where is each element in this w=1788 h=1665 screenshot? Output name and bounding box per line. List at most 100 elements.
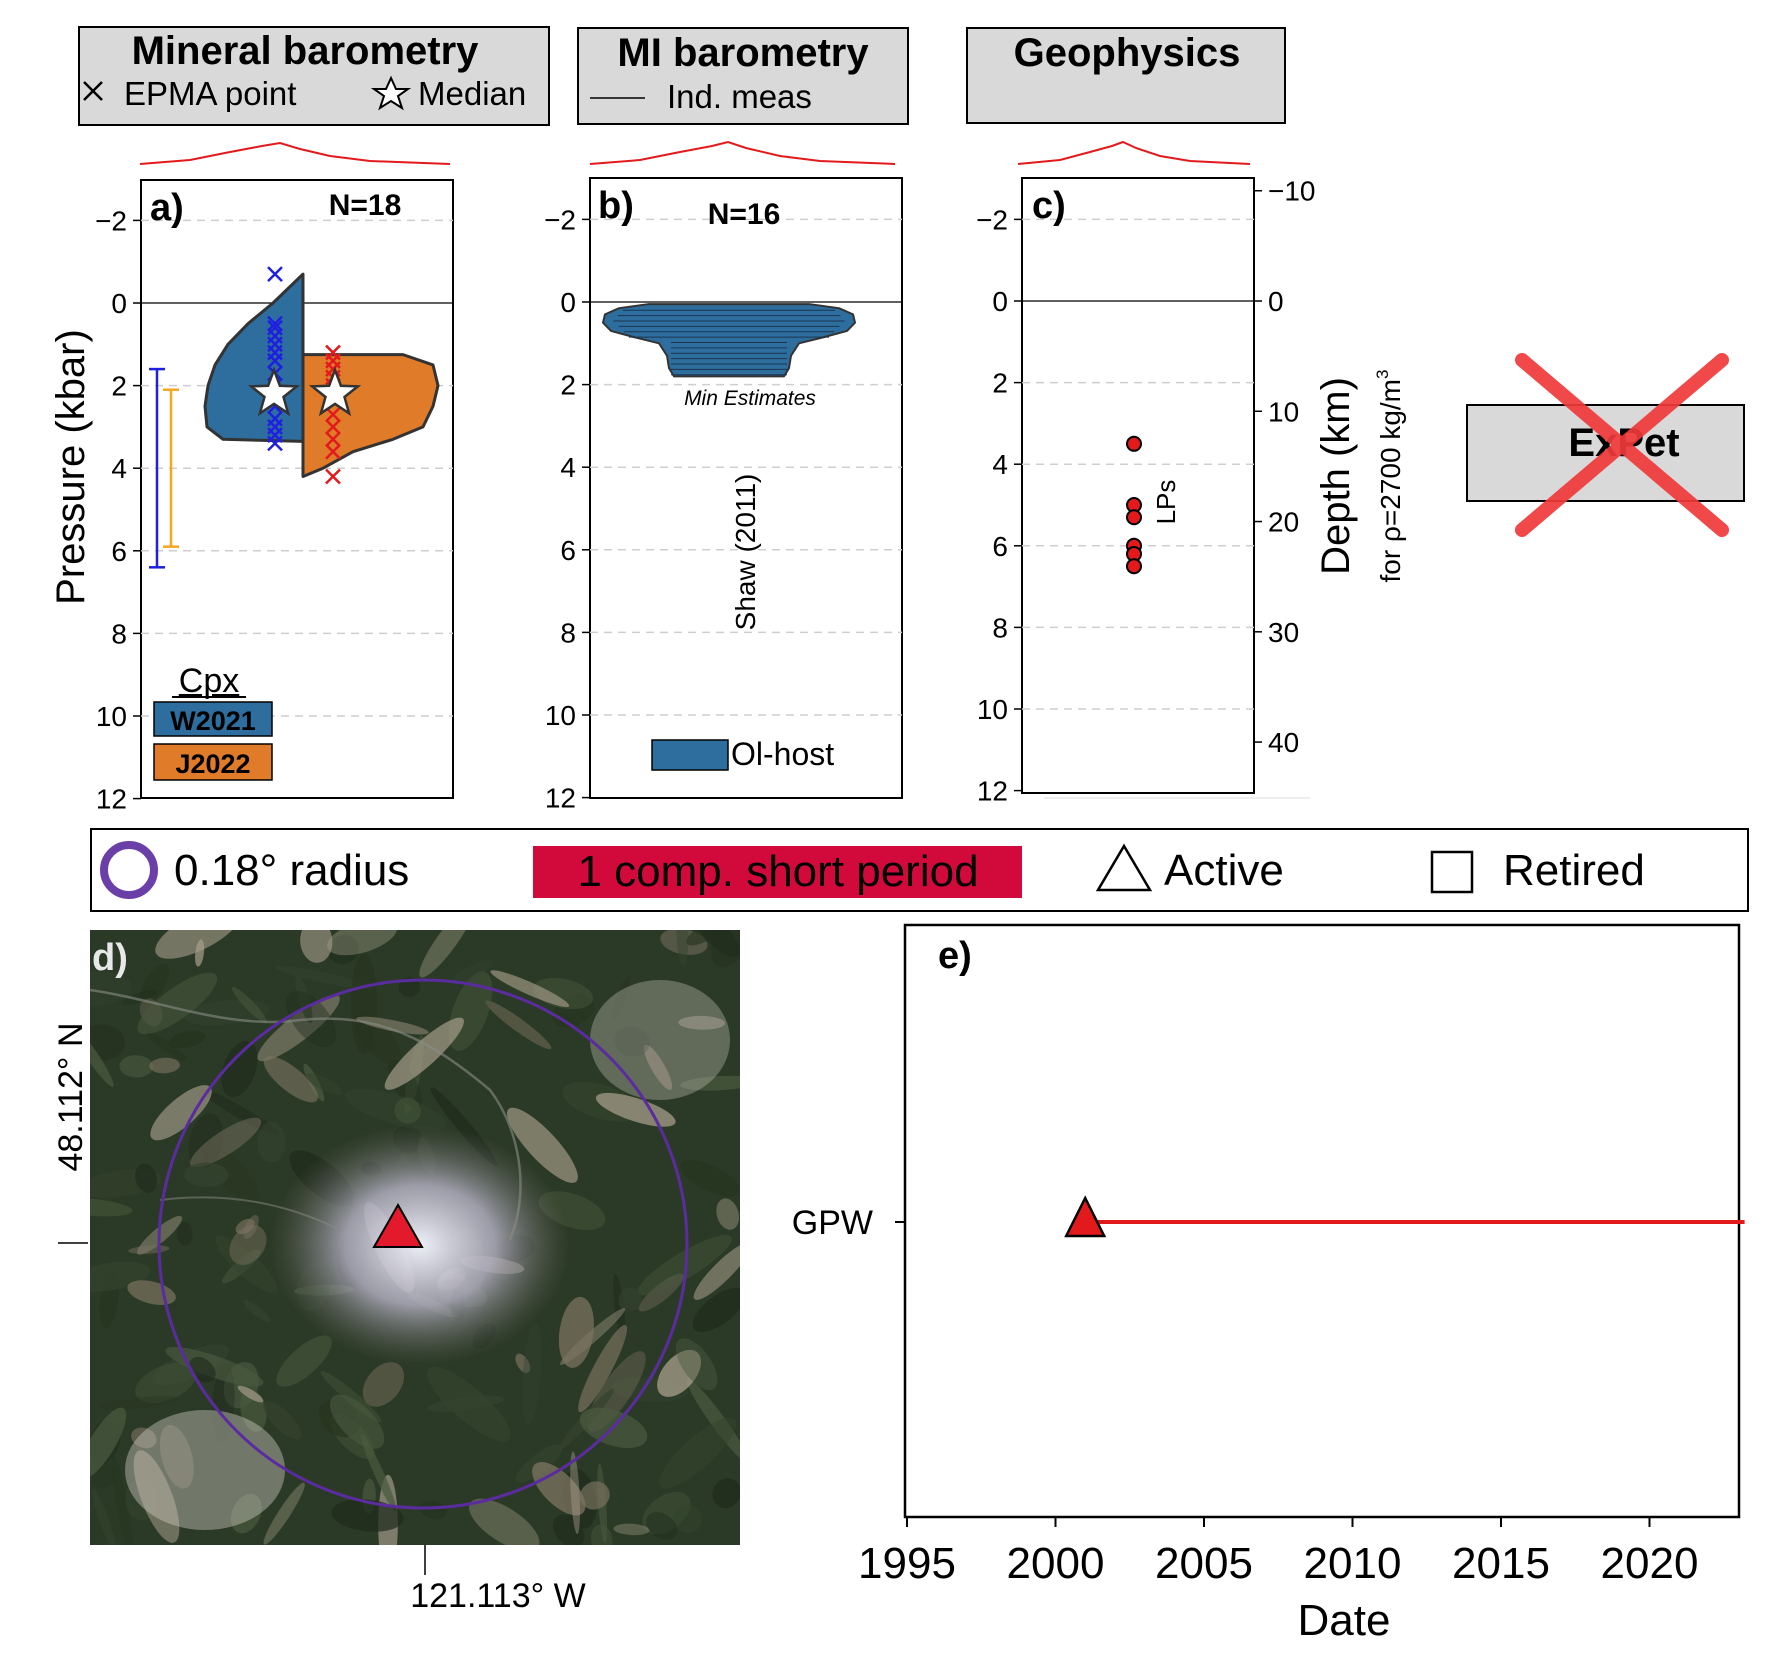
panel-c-y2tick-label: 0 bbox=[1268, 286, 1284, 317]
map-terrain-patch bbox=[643, 1044, 673, 1090]
header-geo-title: Geophysics bbox=[1014, 31, 1241, 75]
map-terrain-patch bbox=[419, 1500, 448, 1520]
map-river bbox=[90, 988, 522, 1241]
map-terrain-patch bbox=[276, 1335, 332, 1387]
map-terrain-patch bbox=[711, 930, 740, 968]
map-terrain-patch bbox=[257, 1121, 286, 1163]
map-terrain-patch bbox=[427, 1395, 504, 1412]
panel-b-label: b) bbox=[598, 185, 634, 227]
map-terrain-patch bbox=[646, 1512, 678, 1540]
legend-bar: 0.18° radius 1 comp. short period Active… bbox=[90, 828, 1749, 912]
panel-c-ytick-label: 12 bbox=[977, 776, 1008, 807]
map-terrain-patch bbox=[485, 1000, 552, 1050]
legend-radius-label: 0.18° radius bbox=[174, 846, 409, 895]
map-terrain-patch bbox=[328, 935, 359, 965]
map-terrain-patch bbox=[257, 994, 340, 1062]
panel-b-ytick-label: 0 bbox=[560, 287, 576, 318]
panel-b-ytick-label: 6 bbox=[560, 535, 576, 566]
epma-point-icon bbox=[83, 81, 103, 101]
lp-point bbox=[1126, 435, 1142, 452]
map-terrain-patch bbox=[221, 1040, 258, 1098]
map-terrain-patch bbox=[131, 1427, 157, 1449]
legend-retired-label: Retired bbox=[1503, 846, 1645, 895]
map-terrain-patch bbox=[490, 970, 570, 1007]
panel-b-ytick-label: 2 bbox=[560, 370, 576, 401]
map-terrain-patch bbox=[155, 930, 243, 959]
map-river-2 bbox=[159, 1196, 341, 1231]
cross-out-icon bbox=[1515, 353, 1729, 537]
panel-c-ytick-label: 8 bbox=[992, 612, 1008, 643]
map-terrain-patch bbox=[613, 1273, 626, 1342]
panel-b-ytick-label: 8 bbox=[560, 617, 576, 648]
map-terrain-patch bbox=[122, 989, 157, 1006]
header-mi-title: MI barometry bbox=[617, 31, 869, 75]
panel-c-y2tick-label: 40 bbox=[1268, 727, 1299, 758]
map-terrain-patch bbox=[176, 1221, 193, 1247]
map-terrain-patch bbox=[673, 1504, 703, 1534]
map-terrain-patch bbox=[111, 1454, 134, 1545]
epma-point-w2021 bbox=[267, 315, 283, 332]
map-lon-label: 121.113° W bbox=[410, 1577, 586, 1615]
map-terrain-patch bbox=[360, 1433, 397, 1512]
map-terrain-patch bbox=[614, 1026, 650, 1057]
map-terrain-patch bbox=[680, 1159, 740, 1197]
legend-ol-host-label: Ol-host bbox=[731, 736, 834, 772]
map-terrain-patch bbox=[139, 963, 170, 1006]
map-terrain-patch bbox=[230, 1493, 262, 1534]
map-terrain-patch bbox=[362, 1362, 405, 1407]
map-terrain-patch bbox=[590, 1524, 613, 1545]
header-epma-label: EPMA point bbox=[124, 75, 296, 112]
map-terrain-patch bbox=[384, 1017, 464, 1090]
legend-active-label: Active bbox=[1164, 846, 1284, 895]
panel-e-xtick-label: 2005 bbox=[1155, 1539, 1253, 1588]
map-terrain-patch bbox=[680, 1075, 740, 1091]
panel-a-ytick-label: 0 bbox=[111, 288, 127, 319]
panel-a-label: a) bbox=[150, 187, 184, 229]
legend-cpx-title: Cpx bbox=[179, 662, 239, 700]
header-expet: ExPet bbox=[1466, 353, 1745, 537]
map-terrain-patch bbox=[356, 1016, 429, 1035]
map-terrain-patch bbox=[90, 1407, 127, 1479]
map-terrain-patch bbox=[135, 1362, 197, 1404]
map-terrain-patch bbox=[231, 987, 268, 1024]
panel-a-ytick-label: 4 bbox=[111, 453, 127, 484]
retired-square-icon bbox=[1430, 850, 1474, 894]
epma-point-j2022 bbox=[325, 419, 341, 435]
map-terrain-patch bbox=[305, 1073, 344, 1096]
map-terrain-patch bbox=[165, 1347, 264, 1387]
panel-c-ytick-label: −2 bbox=[976, 204, 1008, 235]
panel-e-xtick-label: 2020 bbox=[1601, 1539, 1699, 1588]
panel-e-station-label: GPW bbox=[792, 1204, 873, 1242]
header-mineral-title: Mineral barometry bbox=[132, 29, 480, 73]
map-terrain-patch bbox=[506, 1107, 578, 1183]
map-terrain-patch bbox=[354, 1013, 401, 1065]
map-terrain-patch bbox=[200, 1088, 280, 1136]
panel-c-ytick-label: 2 bbox=[992, 368, 1008, 399]
panel-e-xtick-label: 2015 bbox=[1452, 1539, 1550, 1588]
panel-b-n: N=16 bbox=[708, 198, 781, 231]
map-terrain-patch bbox=[98, 1396, 178, 1410]
panel-b-frame bbox=[589, 177, 903, 799]
map-snow-sw bbox=[125, 1410, 285, 1530]
panel-c-ytick-label: 10 bbox=[977, 694, 1008, 725]
panel-a-n: N=18 bbox=[329, 189, 402, 222]
legend-j2022-label: J2022 bbox=[175, 749, 250, 779]
median-star-w2021 bbox=[247, 366, 301, 417]
map-terrain-patch bbox=[618, 1287, 642, 1312]
map-terrain-patch bbox=[676, 930, 689, 967]
map-terrain-patch bbox=[642, 1491, 691, 1535]
station-active-triangle bbox=[1064, 1195, 1107, 1238]
epma-point-j2022 bbox=[325, 443, 341, 460]
legend-ol-host-swatch bbox=[651, 739, 729, 771]
map-terrain-patch bbox=[91, 1488, 117, 1545]
header-geophysics: Geophysics bbox=[966, 27, 1286, 124]
map-terrain-patch bbox=[327, 930, 397, 956]
active-triangle-icon bbox=[1095, 843, 1153, 892]
legend-j2022-swatch bbox=[153, 743, 273, 781]
map-station-triangle[interactable] bbox=[372, 1202, 424, 1248]
map-terrain-patch bbox=[344, 1088, 447, 1131]
panel-c-y2tick-label: 30 bbox=[1268, 617, 1299, 648]
map-terrain-patch bbox=[150, 1085, 212, 1141]
panel-c-points-label: LPs bbox=[1151, 480, 1181, 525]
